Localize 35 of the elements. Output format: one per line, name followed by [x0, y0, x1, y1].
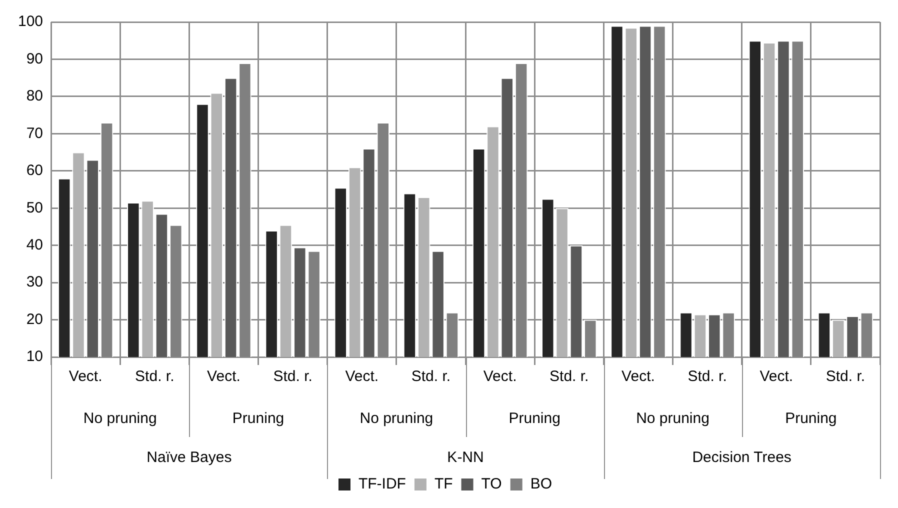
- text: Pruning: [785, 410, 837, 428]
- y-tick-label: 20: [26, 310, 44, 328]
- x-tick-label: Std. r.: [826, 368, 866, 386]
- x-tick-label: Std. r.: [688, 368, 727, 386]
- x-tick-label: Vect.: [68, 368, 102, 386]
- text: Naïve Bayes: [146, 449, 232, 466]
- x-tick-label: Std. r.: [550, 368, 589, 386]
- text: Pruning: [232, 410, 284, 428]
- y-tick-label: 50: [26, 199, 44, 216]
- text: Pruning: [508, 410, 560, 428]
- legend-label: TF: [434, 476, 453, 493]
- y-tick-label: 80: [26, 88, 44, 105]
- x-tick-label: Vect.: [760, 368, 794, 386]
- legend-label: TF-IDF: [358, 476, 406, 493]
- x-tick-label: Std. r.: [273, 368, 312, 386]
- y-tick-label: 10: [26, 348, 44, 366]
- y-tick-label: 90: [26, 50, 44, 68]
- y-tick-label: 60: [26, 162, 44, 180]
- y-tick-label: 40: [26, 236, 44, 254]
- text: No pruning: [636, 410, 710, 428]
- x-tick-label: Vect.: [207, 368, 240, 386]
- x-tick-label: Vect.: [345, 368, 379, 386]
- text: Decision Trees: [692, 449, 792, 466]
- x-tick-label: Std. r.: [411, 368, 451, 386]
- y-tick-label: 30: [26, 274, 44, 291]
- legend-label: TO: [481, 476, 502, 493]
- x-tick-label: Vect.: [622, 368, 655, 386]
- x-tick-label: Std. r.: [135, 368, 174, 386]
- y-tick-label: 100: [18, 13, 44, 30]
- y-tick-label: 70: [26, 124, 44, 142]
- text: No pruning: [83, 410, 157, 428]
- legend-label: BO: [530, 476, 552, 493]
- x-tick-label: Vect.: [483, 368, 517, 386]
- text: No pruning: [360, 410, 434, 428]
- text: K-NN: [447, 449, 484, 466]
